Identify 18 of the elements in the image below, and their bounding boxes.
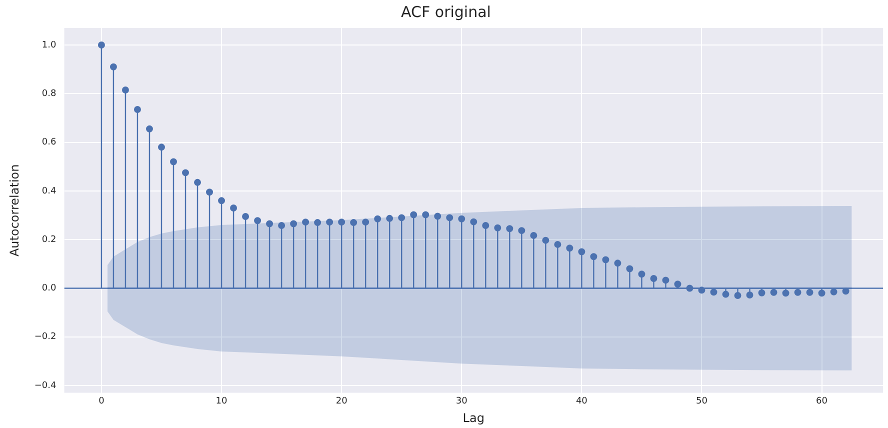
y-tick-label: −0.2 (34, 332, 56, 342)
x-axis-title: Lag (462, 410, 484, 425)
x-tick-label: 10 (216, 396, 228, 407)
x-tick-label: 0 (98, 396, 105, 407)
y-tick-label: 0.4 (42, 186, 57, 196)
x-tick-label: 50 (696, 396, 708, 407)
y-tick-label: 1.0 (42, 40, 57, 50)
y-tick-label: −0.4 (34, 380, 57, 391)
y-tick-label: 0.6 (42, 138, 57, 148)
y-tick-label: 0.2 (42, 234, 56, 245)
x-tick-label: 40 (576, 396, 588, 407)
y-tick-label: 0.8 (42, 89, 57, 100)
x-tick-label: 60 (816, 396, 828, 407)
chart-title: ACF original (401, 2, 491, 21)
y-tick-label: 0.0 (42, 284, 57, 294)
y-axis-title: Autocorrelation (7, 164, 22, 257)
x-tick-label: 30 (456, 396, 468, 407)
x-tick-label: 20 (336, 396, 348, 407)
